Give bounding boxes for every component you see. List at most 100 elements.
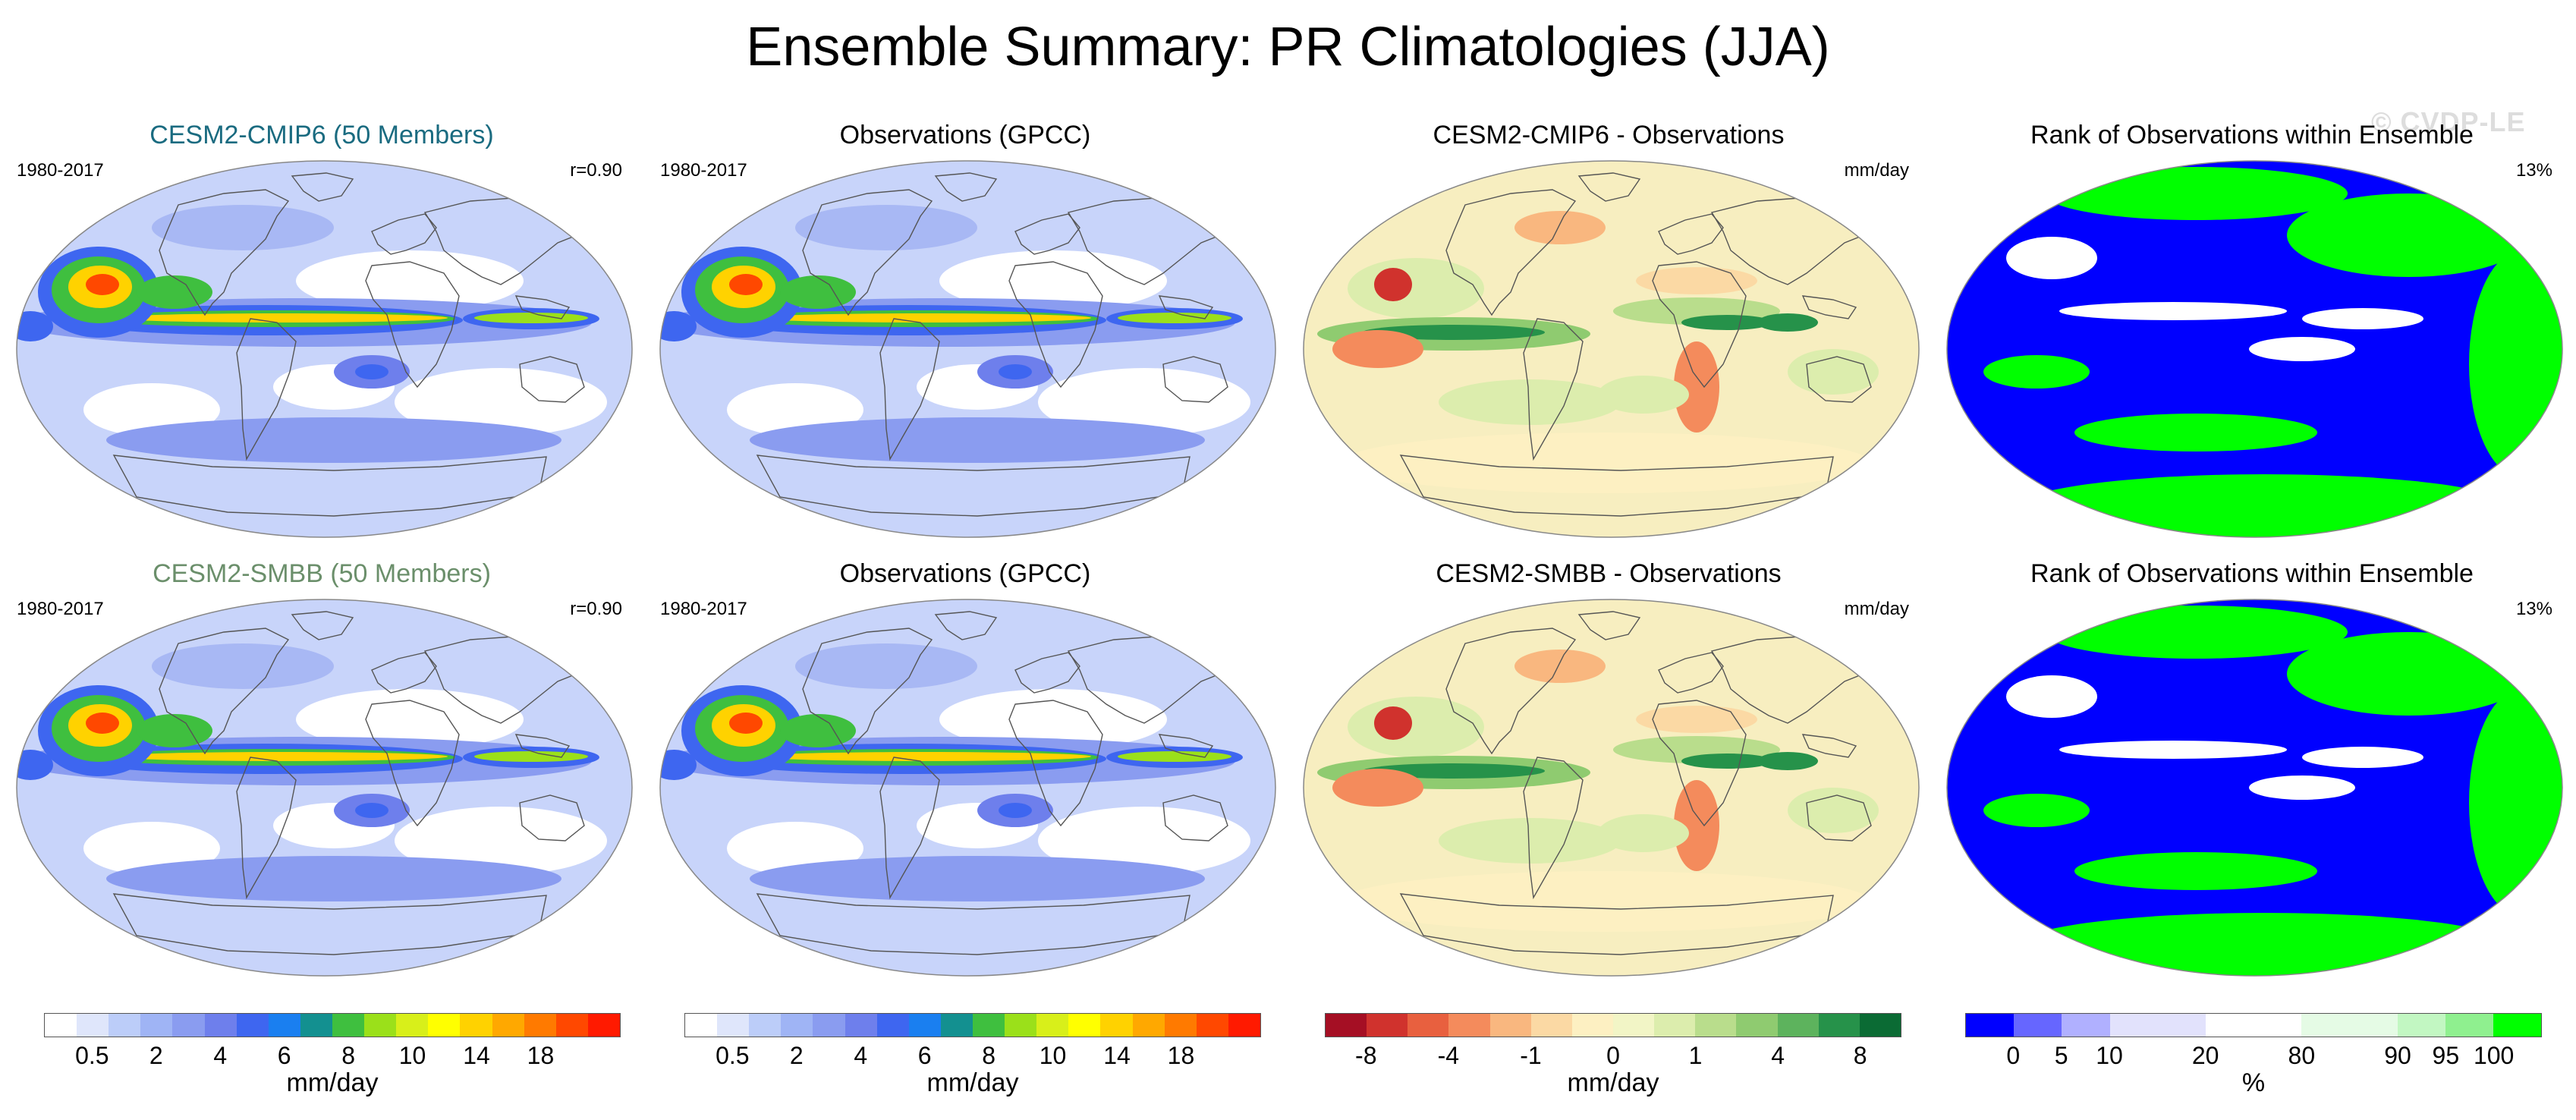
colorbar-swatch (1132, 1014, 1165, 1037)
colorbar-swatch (109, 1014, 141, 1037)
colorbar-swatch (300, 1014, 332, 1037)
panel-period-label: 1980-2017 (17, 160, 104, 181)
colorbar-swatch (2062, 1014, 2110, 1037)
map-plot (1303, 599, 1920, 977)
colorbar-swatch (460, 1014, 492, 1037)
colorbar-swatch (1326, 1014, 1367, 1037)
map-panel: CESM2-CMIP6 (50 Members) 1980-2017 r=0.90 (0, 114, 643, 554)
panel-period-label: 1980-2017 (660, 160, 747, 181)
colorbar-swatch (2109, 1014, 2158, 1037)
panel-title: Observations (GPCC) (839, 559, 1091, 588)
panel-period-label: 1980-2017 (17, 599, 104, 619)
panel-stat-label: mm/day (1844, 160, 1909, 181)
colorbar-swatches (1325, 1013, 1901, 1037)
colorbar-swatch (524, 1014, 556, 1037)
colorbar-tick-label: 95 (2432, 1042, 2460, 1069)
colorbar-swatch (1966, 1014, 2015, 1037)
colorbar-swatch (1164, 1014, 1197, 1037)
colorbar-swatch (45, 1014, 77, 1037)
colorbar-swatches (684, 1013, 1261, 1037)
colorbar-tick-label: 8 (341, 1042, 356, 1069)
colorbar-tick-label: 90 (2384, 1042, 2411, 1069)
colorbar-swatch (781, 1014, 813, 1037)
colorbar-tick-label: -4 (1437, 1042, 1460, 1069)
colorbar-swatch (972, 1014, 1005, 1037)
colorbar-unit-label: mm/day (286, 1068, 379, 1097)
colorbar-tick-label: 2 (149, 1042, 163, 1069)
colorbar-swatch (1367, 1014, 1408, 1037)
panel-stat-label: mm/day (1844, 599, 1909, 619)
colorbar-tick-label: -8 (1355, 1042, 1377, 1069)
colorbar: 0.5 2 4 6 8 10 14 18 mm/day (44, 1013, 621, 1112)
colorbar: -8 -4 -1 0 1 4 8 mm/day (1325, 1013, 1901, 1112)
colorbar-tick-label: 10 (1039, 1042, 1067, 1069)
panel-title: CESM2-SMBB (50 Members) (153, 559, 491, 588)
map-plot (1946, 599, 2563, 977)
colorbar-tick-label: 20 (2191, 1042, 2219, 1069)
panel-title: CESM2-CMIP6 (50 Members) (149, 121, 494, 149)
map-plot (1303, 160, 1920, 538)
colorbar-tick-label: 18 (1167, 1042, 1195, 1069)
colorbar-tick-label: -1 (1520, 1042, 1542, 1069)
colorbar-swatch (1530, 1014, 1572, 1037)
colorbar-swatch (940, 1014, 973, 1037)
colorbar-swatch (1818, 1014, 1860, 1037)
colorbar-swatch (2301, 1014, 2350, 1037)
colorbar-tick-label: 8 (1853, 1042, 1867, 1069)
colorbar-tick-label: 80 (2288, 1042, 2316, 1069)
colorbar-swatch (1100, 1014, 1133, 1037)
colorbar-tick-label: 4 (213, 1042, 228, 1069)
panel-title: Rank of Observations within Ensemble (2030, 559, 2474, 588)
colorbar-tick-label: 2 (789, 1042, 804, 1069)
colorbar-swatch (1695, 1014, 1737, 1037)
panel-title: Rank of Observations within Ensemble (2030, 121, 2474, 149)
colorbar-tick-label: 4 (854, 1042, 868, 1069)
map-panel: CESM2-SMBB - Observations mm/day (1287, 552, 1930, 993)
colorbar-tick-label: 18 (527, 1042, 555, 1069)
figure-title: Ensemble Summary: PR Climatologies (JJA) (746, 17, 1830, 77)
colorbar-swatch (172, 1014, 205, 1037)
colorbar-tick-label: 0 (2006, 1042, 2021, 1069)
panel-title: CESM2-SMBB - Observations (1436, 559, 1782, 588)
map-panel: CESM2-CMIP6 - Observations mm/day (1287, 114, 1930, 554)
colorbar-swatch (236, 1014, 269, 1037)
colorbar-swatch (685, 1014, 718, 1037)
map-panel: Observations (GPCC) 1980-2017 (643, 114, 1287, 554)
colorbar-swatch (1736, 1014, 1778, 1037)
colorbar-swatches (44, 1013, 621, 1037)
colorbar-swatch (1036, 1014, 1069, 1037)
panel-period-label: 1980-2017 (660, 599, 747, 619)
colorbar-unit-label: mm/day (926, 1068, 1019, 1097)
map-plot (659, 599, 1276, 977)
colorbar-swatch (1859, 1014, 1901, 1037)
colorbar-swatch (1228, 1014, 1260, 1037)
colorbar-swatch (364, 1014, 397, 1037)
colorbar-unit-label: mm/day (1567, 1068, 1659, 1097)
map-panel: CESM2-SMBB (50 Members) 1980-2017 r=0.90 (0, 552, 643, 993)
colorbar-swatch (1005, 1014, 1037, 1037)
colorbar-swatch (1068, 1014, 1101, 1037)
colorbar-swatch (2397, 1014, 2445, 1037)
colorbar-swatch (2445, 1014, 2493, 1037)
colorbar-swatch (1448, 1014, 1490, 1037)
colorbar-swatch (2014, 1014, 2062, 1037)
colorbar-swatch (2493, 1014, 2542, 1037)
colorbar-swatch (2349, 1014, 2398, 1037)
colorbar-tick-label: 10 (398, 1042, 426, 1069)
colorbar-swatch (1489, 1014, 1531, 1037)
colorbar-tick-label: 5 (2054, 1042, 2068, 1069)
map-plot (16, 160, 633, 538)
colorbar-tick-label: 4 (1771, 1042, 1785, 1069)
colorbar-tick-label: 0.5 (716, 1042, 750, 1069)
colorbar-swatch (1571, 1014, 1613, 1037)
colorbar-tick-label: 6 (277, 1042, 291, 1069)
map-panel: Observations (GPCC) 1980-2017 (643, 552, 1287, 993)
colorbar-swatch (908, 1014, 941, 1037)
colorbar: 0.5 2 4 6 8 10 14 18 mm/day (684, 1013, 1261, 1112)
colorbar-swatch (204, 1014, 237, 1037)
colorbar-swatch (1654, 1014, 1696, 1037)
colorbar-swatch (268, 1014, 300, 1037)
colorbar-swatch (396, 1014, 429, 1037)
panel-stat-label: r=0.90 (570, 599, 622, 619)
colorbar-swatch (749, 1014, 782, 1037)
